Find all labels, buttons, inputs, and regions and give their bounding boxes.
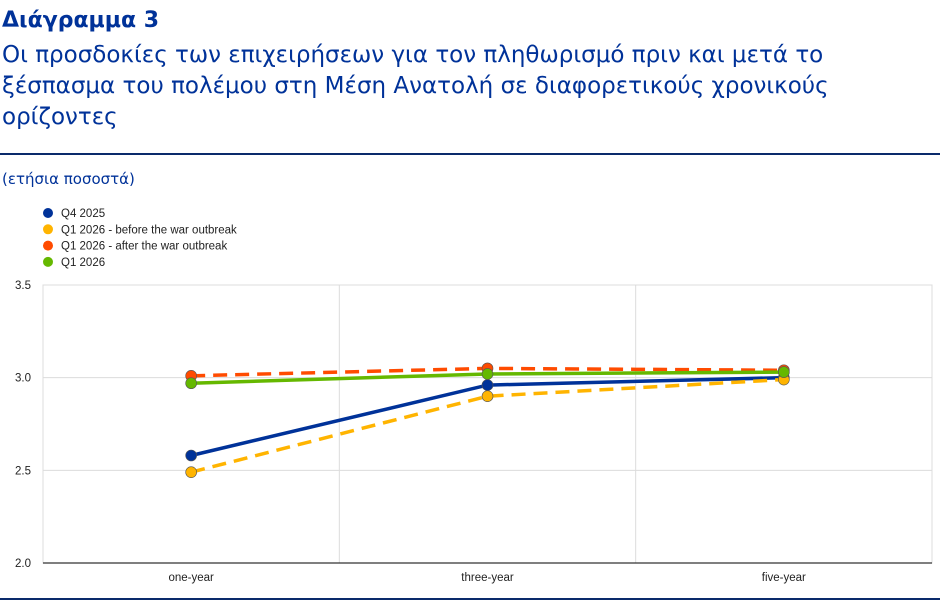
data-point [778,366,790,378]
series-line [190,377,784,474]
x-tick-label: three-year [461,572,514,584]
legend-swatch [43,208,53,218]
unit-label: (ετήσια ποσοστά) [2,170,135,188]
y-tick-label: 3.0 [15,373,31,385]
legend-swatch [43,224,53,235]
grid [42,284,933,564]
data-point [481,390,494,403]
legend-item: Q1 2026 - before the war outbreak [43,224,237,236]
series-group [185,362,790,478]
legend-swatch [43,256,53,267]
legend-label: Q4 2025 [61,208,105,220]
legend-label: Q1 2026 - before the war outbreak [61,224,237,236]
bottom-divider [0,598,940,600]
chart-number: Διάγραμμα 3 [2,8,160,33]
y-tick-label: 3.5 [15,280,31,292]
legend-item: Q1 2026 [43,256,105,269]
x-tick-label: five-year [762,572,806,584]
series-4 [185,366,790,390]
legend-label: Q1 2026 [61,257,105,269]
data-point [185,466,197,478]
data-point [185,377,197,390]
legend-swatch [43,240,53,251]
chart-title: Οι προσδοκίες των επιχειρήσεων για τον π… [2,42,829,130]
data-point [481,379,494,391]
top-divider [0,153,940,155]
legend: Q4 2025 Q1 2026 - before the war outbreak… [43,208,237,269]
legend-item: Q1 2026 - after the war outbreak [43,240,227,253]
y-tick-label: 2.5 [15,465,31,477]
data-point [185,449,197,462]
x-tick-label: one-year [168,572,214,584]
chart-header: Διάγραμμα 3 Οι προσδοκίες των επιχειρήσε… [2,0,942,133]
x-axis: one-year three-year five-year [43,562,932,584]
plot-frame [42,284,933,564]
legend-item: Q4 2025 [43,208,105,220]
y-tick-label: 2.0 [15,558,31,570]
y-axis: 2.0 2.5 3.0 3.5 [15,280,31,570]
legend-label: Q1 2026 - after the war outbreak [61,241,227,253]
data-point [481,368,494,380]
